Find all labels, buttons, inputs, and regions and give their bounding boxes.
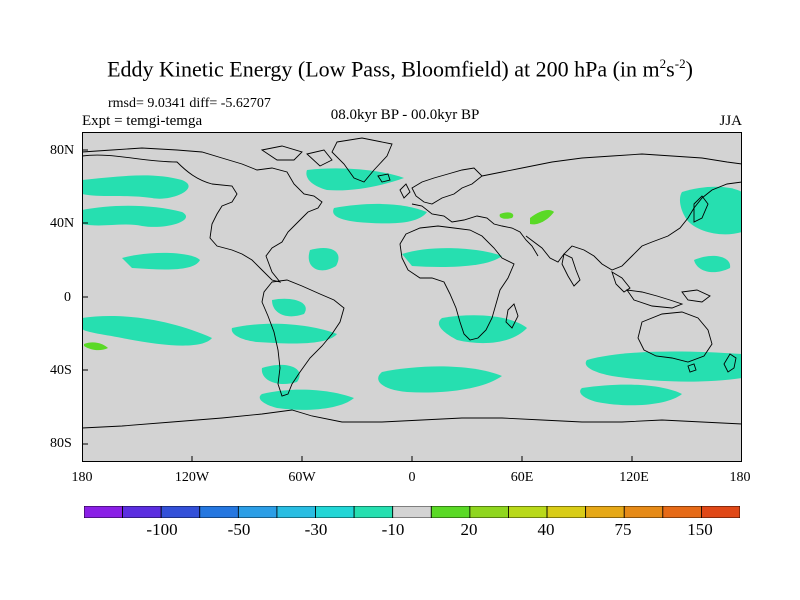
- colorbar-swatch: [160, 506, 201, 518]
- colorbar-swatch: [199, 506, 239, 518]
- experiment-label: Expt = temgi-temga: [82, 113, 203, 129]
- colorbar-swatch: [508, 506, 548, 518]
- lon-label: 120W: [174, 470, 210, 485]
- anomaly-regions-negative: [82, 168, 742, 410]
- colorbar-swatch: [237, 506, 278, 518]
- colorbar-label: -10: [381, 520, 405, 539]
- lat-label: 40S: [50, 363, 72, 378]
- world-map: [82, 132, 742, 462]
- stats-text: rmsd= 9.0341 diff= -5.62707: [108, 96, 271, 111]
- lon-label: 0: [408, 470, 416, 485]
- colorbar-label: -50: [227, 520, 251, 539]
- colorbar-swatch: [392, 506, 432, 518]
- lon-label: 120E: [619, 470, 649, 485]
- colorbar-swatch: [701, 506, 740, 518]
- lat-label: 80S: [50, 436, 72, 451]
- season-label: JJA: [719, 113, 742, 129]
- colorbar-swatch: [662, 506, 702, 518]
- lon-tick-marks: [82, 456, 742, 462]
- lon-label: 180: [71, 470, 93, 485]
- colorbar-swatch: [430, 506, 471, 518]
- colorbar-label: 20: [460, 520, 478, 539]
- colorbar-swatch: [84, 506, 123, 518]
- coastlines: [82, 137, 742, 429]
- plot-title: Eddy Kinetic Energy (Low Pass, Bloomfiel…: [107, 56, 693, 82]
- lat-label: 0: [64, 290, 71, 305]
- lat-tick-marks: [82, 149, 88, 445]
- lon-label: 60W: [288, 470, 316, 485]
- colorbar-swatch: [315, 506, 355, 518]
- colorbar: [84, 506, 740, 518]
- lon-label: 180: [729, 470, 751, 485]
- colorbar-label: 75: [614, 520, 632, 539]
- period-label: 08.0kyr BP - 00.0kyr BP: [330, 107, 480, 123]
- colorbar-label: 150: [687, 520, 713, 539]
- lon-label: 60E: [510, 470, 534, 485]
- colorbar-label: -100: [146, 520, 178, 539]
- colorbar-swatch: [122, 506, 162, 518]
- lat-label: 40N: [50, 216, 75, 231]
- colorbar-swatch: [276, 506, 316, 518]
- colorbar-swatch: [546, 506, 587, 518]
- colorbar-swatch: [353, 506, 394, 518]
- colorbar-label: 40: [537, 520, 555, 539]
- colorbar-swatch: [585, 506, 625, 518]
- colorbar-label: -30: [304, 520, 328, 539]
- anomaly-regions-positive: [84, 210, 554, 351]
- lat-label: 80N: [50, 143, 75, 158]
- colorbar-swatch: [469, 506, 509, 518]
- colorbar-swatch: [623, 506, 664, 518]
